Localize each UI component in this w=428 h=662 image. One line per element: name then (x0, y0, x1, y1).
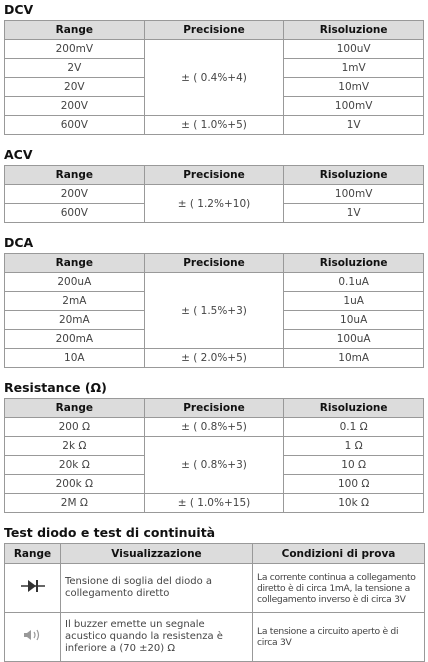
range-cell: 200V (4, 184, 145, 204)
header-cell: Risoluzione (283, 253, 424, 273)
row: 200uA ± ( 1.5%+3) 0.1uA (4, 272, 424, 349)
header-cell: Precisione (143, 20, 285, 40)
resolution-cell: 1V (283, 115, 424, 135)
row: 200V ± ( 1.2%+10) 100mV (4, 184, 424, 223)
resolution-cell: 10mV (283, 77, 424, 97)
row: 2k Ω ± ( 0.8%+3) 1 Ω (4, 436, 424, 494)
resolution-cell: 1V (283, 203, 424, 223)
precision-cell: ± ( 0.4%+4) (143, 39, 285, 116)
range-cell: 10A (4, 348, 145, 368)
row: 200mV ± ( 0.4%+4) 100uV (4, 39, 424, 116)
conditions-cell: La corrente continua a collegamento dire… (252, 563, 425, 613)
header-cell: Range (4, 398, 145, 418)
diode-icon (20, 580, 45, 592)
conditions-cell: La tensione a circuito aperto è di circa… (252, 612, 425, 662)
resolution-cell: 10mA (283, 348, 424, 368)
spec-table: Range Precisione Risoluzione 200mV ± ( 0.4%+… (4, 20, 424, 135)
header-row: Range Precisione Risoluzione (4, 253, 424, 273)
precision-cell: ± ( 0.8%+3) (143, 436, 285, 494)
section-title: DCV (4, 2, 34, 17)
icon-cell (4, 612, 61, 662)
display-cell: Tensione di soglia del diodo a collegame… (60, 563, 253, 613)
row: 2mA 1uA (4, 291, 424, 311)
range-cell: 200mV (4, 39, 145, 59)
header-cell: Precisione (143, 253, 285, 273)
range-cell: 2k Ω (4, 436, 145, 456)
resolution-cell: 100uA (283, 329, 424, 349)
row: 2M Ω ± ( 1.0%+15) 10k Ω (4, 493, 424, 513)
header-cell: Risoluzione (283, 20, 424, 40)
resolution-cell: 10 Ω (283, 455, 424, 475)
header-cell: Precisione (143, 165, 285, 185)
section-title: DCA (4, 235, 34, 250)
icon-cell (4, 563, 61, 613)
range-cell: 200uA (4, 272, 145, 292)
range-cell: 20V (4, 77, 145, 97)
section-title: Resistance (Ω) (4, 380, 107, 395)
row: 200 Ω ± ( 0.8%+5) 0.1 Ω (4, 417, 424, 437)
range-cell: 200V (4, 96, 145, 116)
row: 200k Ω 100 Ω (4, 474, 424, 494)
header-row: Range Precisione Risoluzione (4, 20, 424, 40)
precision-cell: ± ( 0.8%+5) (143, 417, 285, 437)
range-cell: 20mA (4, 310, 145, 330)
resolution-cell: 1 Ω (283, 436, 424, 456)
range-cell: 200k Ω (4, 474, 145, 494)
spec-table: Range Precisione Risoluzione 200uA ± ( 1.5%+… (4, 253, 424, 368)
range-cell: 600V (4, 203, 145, 223)
header-cell: Range (4, 543, 61, 564)
section-title: ACV (4, 147, 33, 162)
resolution-cell: 100 Ω (283, 474, 424, 494)
display-cell: Il buzzer emette un segnale acustico qua… (60, 612, 253, 662)
header-cell: Risoluzione (283, 165, 424, 185)
range-cell: 20k Ω (4, 455, 145, 475)
header-row: Range Visualizzazione Condizioni di prova (4, 543, 425, 564)
spec-table: Range Precisione Risoluzione 200V ± ( 1.2%+1… (4, 165, 424, 223)
resolution-cell: 10k Ω (283, 493, 424, 513)
precision-cell: ± ( 1.2%+10) (143, 184, 285, 223)
precision-cell: ± ( 2.0%+5) (143, 348, 285, 368)
precision-cell: ± ( 1.0%+5) (143, 115, 285, 135)
header-row: Range Precisione Risoluzione (4, 398, 424, 418)
buzzer-icon (23, 629, 39, 641)
header-cell: Range (4, 165, 145, 185)
range-cell: 2M Ω (4, 493, 145, 513)
range-cell: 200 Ω (4, 417, 145, 437)
resolution-cell: 0.1 Ω (283, 417, 424, 437)
row: 600V ± ( 1.0%+5) 1V (4, 115, 424, 135)
resolution-cell: 10uA (283, 310, 424, 330)
row: Il buzzer emette un segnale acustico qua… (4, 612, 425, 662)
header-cell: Visualizzazione (60, 543, 253, 564)
header-cell: Risoluzione (283, 398, 424, 418)
precision-cell: ± ( 1.0%+15) (143, 493, 285, 513)
range-cell: 2mA (4, 291, 145, 311)
header-cell: Range (4, 20, 145, 40)
resolution-cell: 100uV (283, 39, 424, 59)
test-table: Range Visualizzazione Condizioni di prova T… (4, 543, 425, 662)
row: 200mA 100uA (4, 329, 424, 349)
row: Tensione di soglia del diodo a collegame… (4, 563, 425, 613)
resolution-cell: 0.1uA (283, 272, 424, 292)
header-cell: Condizioni di prova (252, 543, 425, 564)
resolution-cell: 1mV (283, 58, 424, 78)
row: 600V 1V (4, 203, 424, 223)
header-cell: Range (4, 253, 145, 273)
resolution-cell: 100mV (283, 96, 424, 116)
row: 20k Ω 10 Ω (4, 455, 424, 475)
header-row: Range Precisione Risoluzione (4, 165, 424, 185)
section-title: Test diodo e test di continuità (4, 525, 216, 540)
row: 10A ± ( 2.0%+5) 10mA (4, 348, 424, 368)
range-cell: 2V (4, 58, 145, 78)
resolution-cell: 1uA (283, 291, 424, 311)
range-cell: 600V (4, 115, 145, 135)
spec-table: Range Precisione Risoluzione 200 Ω ± ( 0.8%+… (4, 398, 424, 513)
header-cell: Precisione (143, 398, 285, 418)
range-cell: 200mA (4, 329, 145, 349)
resolution-cell: 100mV (283, 184, 424, 204)
precision-cell: ± ( 1.5%+3) (143, 272, 285, 349)
row: 200V 100mV (4, 96, 424, 116)
